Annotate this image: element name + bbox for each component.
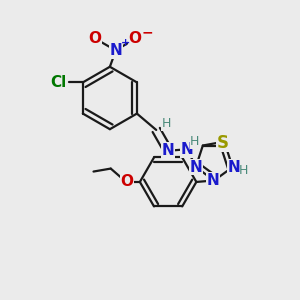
Text: S: S [217, 134, 229, 152]
Text: N: N [228, 160, 240, 175]
Text: −: − [142, 25, 153, 39]
Text: N: N [181, 142, 194, 157]
Text: H: H [239, 164, 248, 177]
Text: Cl: Cl [50, 75, 67, 90]
Text: O: O [121, 175, 134, 190]
Text: N: N [110, 43, 122, 58]
Text: O: O [129, 31, 142, 46]
Text: O: O [88, 31, 101, 46]
Text: H: H [162, 117, 171, 130]
Text: N: N [162, 143, 175, 158]
Text: N: N [189, 160, 202, 175]
Text: H: H [190, 135, 200, 148]
Text: +: + [121, 38, 130, 48]
Text: N: N [206, 173, 219, 188]
